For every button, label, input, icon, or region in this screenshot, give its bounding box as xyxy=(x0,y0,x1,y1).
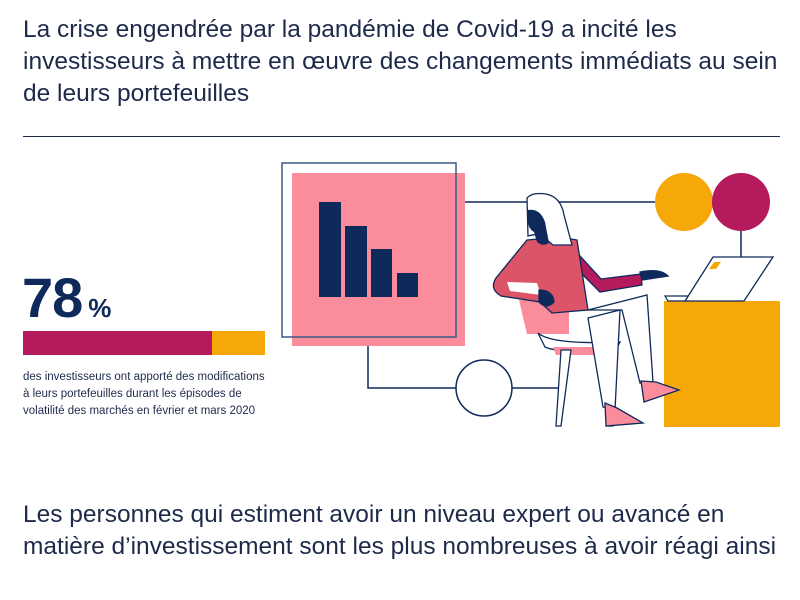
bar-chart-icon xyxy=(319,202,418,297)
stat-value: 78% xyxy=(22,266,111,338)
stat-progress-fill xyxy=(23,331,212,355)
section-subtitle: Les personnes qui estiment avoir un nive… xyxy=(23,501,777,560)
desk xyxy=(664,301,780,427)
stat-unit: % xyxy=(88,293,111,323)
chart-panel-outline xyxy=(281,162,457,338)
outline-circle xyxy=(455,359,513,417)
stat-progress-bar xyxy=(23,331,265,355)
page-title: La crise engendrée par la pandémie de Co… xyxy=(23,16,778,107)
orange-circle xyxy=(655,173,713,231)
divider xyxy=(23,136,780,137)
laptop-icon xyxy=(663,256,775,302)
stat-description: des investisseurs ont apporté des modifi… xyxy=(23,371,265,417)
woman-figure xyxy=(492,192,681,427)
stat-number: 78 xyxy=(22,266,83,329)
connector-line-bottom xyxy=(367,346,456,389)
magenta-circle xyxy=(712,173,770,231)
